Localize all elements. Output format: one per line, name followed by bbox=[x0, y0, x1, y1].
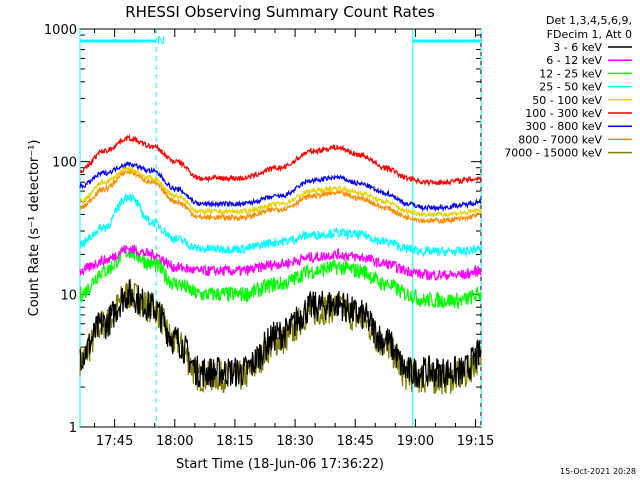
plot-frame bbox=[79, 28, 482, 428]
x-tick-label-1: 18:00 bbox=[156, 434, 193, 449]
x-tick-label-4: 18:45 bbox=[336, 434, 373, 449]
axis-ticks: 17:45 18:00 18:15 18:30 18:45 19:00 19:15 1 10 10… bbox=[44, 23, 494, 449]
series-lines bbox=[79, 133, 482, 395]
chart-title: RHESSI Observing Summary Count Rates bbox=[125, 3, 435, 21]
x-tick-label-0: 17:45 bbox=[96, 434, 133, 449]
footer-date: 15-Oct-2021 20:28 bbox=[560, 467, 636, 476]
x-tick-label-2: 18:15 bbox=[216, 434, 253, 449]
series-line-3to6keV bbox=[79, 279, 482, 388]
x-tick-label-5: 19:00 bbox=[397, 434, 434, 449]
y-tick-label-0: 1 bbox=[69, 421, 77, 436]
x-tick-label-3: 18:30 bbox=[276, 434, 313, 449]
series-line-25to50keV bbox=[79, 192, 482, 258]
x-axis-label: Start Time (18-Jun-06 17:36:22) bbox=[176, 457, 384, 472]
series-line-6to12keV bbox=[79, 244, 482, 281]
legend-label-4: 50 - 100 keV bbox=[532, 94, 602, 107]
x-tick-label-6: 19:15 bbox=[457, 434, 494, 449]
legend-label-3: 25 - 50 keV bbox=[539, 81, 602, 94]
series-line-50to100keV bbox=[79, 165, 482, 218]
y-tick-label-3: 1000 bbox=[44, 23, 77, 38]
night-flag-marker: N bbox=[157, 34, 165, 47]
legend-label-7: 800 - 7000 keV bbox=[518, 133, 602, 146]
series-line-800to7000keV bbox=[79, 169, 482, 225]
legend-header-line-1: Det 1,3,4,5,6,9, bbox=[546, 14, 632, 27]
series-line-100to300keV bbox=[79, 133, 482, 187]
legend-label-5: 100 - 300 keV bbox=[525, 107, 602, 120]
legend-label-1: 6 - 12 keV bbox=[546, 54, 602, 67]
y-tick-label-1: 10 bbox=[60, 288, 77, 303]
y-tick-label-2: 100 bbox=[52, 156, 77, 171]
legend-label-2: 12 - 25 keV bbox=[539, 67, 602, 80]
legend-header-line-2: FDecim 1, Att 0 bbox=[547, 28, 632, 41]
legend-label-0: 3 - 6 keV bbox=[553, 41, 602, 54]
series-line-12to25keV bbox=[79, 244, 482, 311]
legend-label-8: 7000 - 15000 keV bbox=[504, 147, 602, 160]
saa-markers bbox=[79, 29, 482, 427]
series-line-300to800keV bbox=[79, 161, 482, 212]
legend-label-6: 300 - 800 keV bbox=[525, 120, 602, 133]
y-axis-label: Count Rate (s⁻¹ detector⁻¹) bbox=[27, 140, 42, 317]
